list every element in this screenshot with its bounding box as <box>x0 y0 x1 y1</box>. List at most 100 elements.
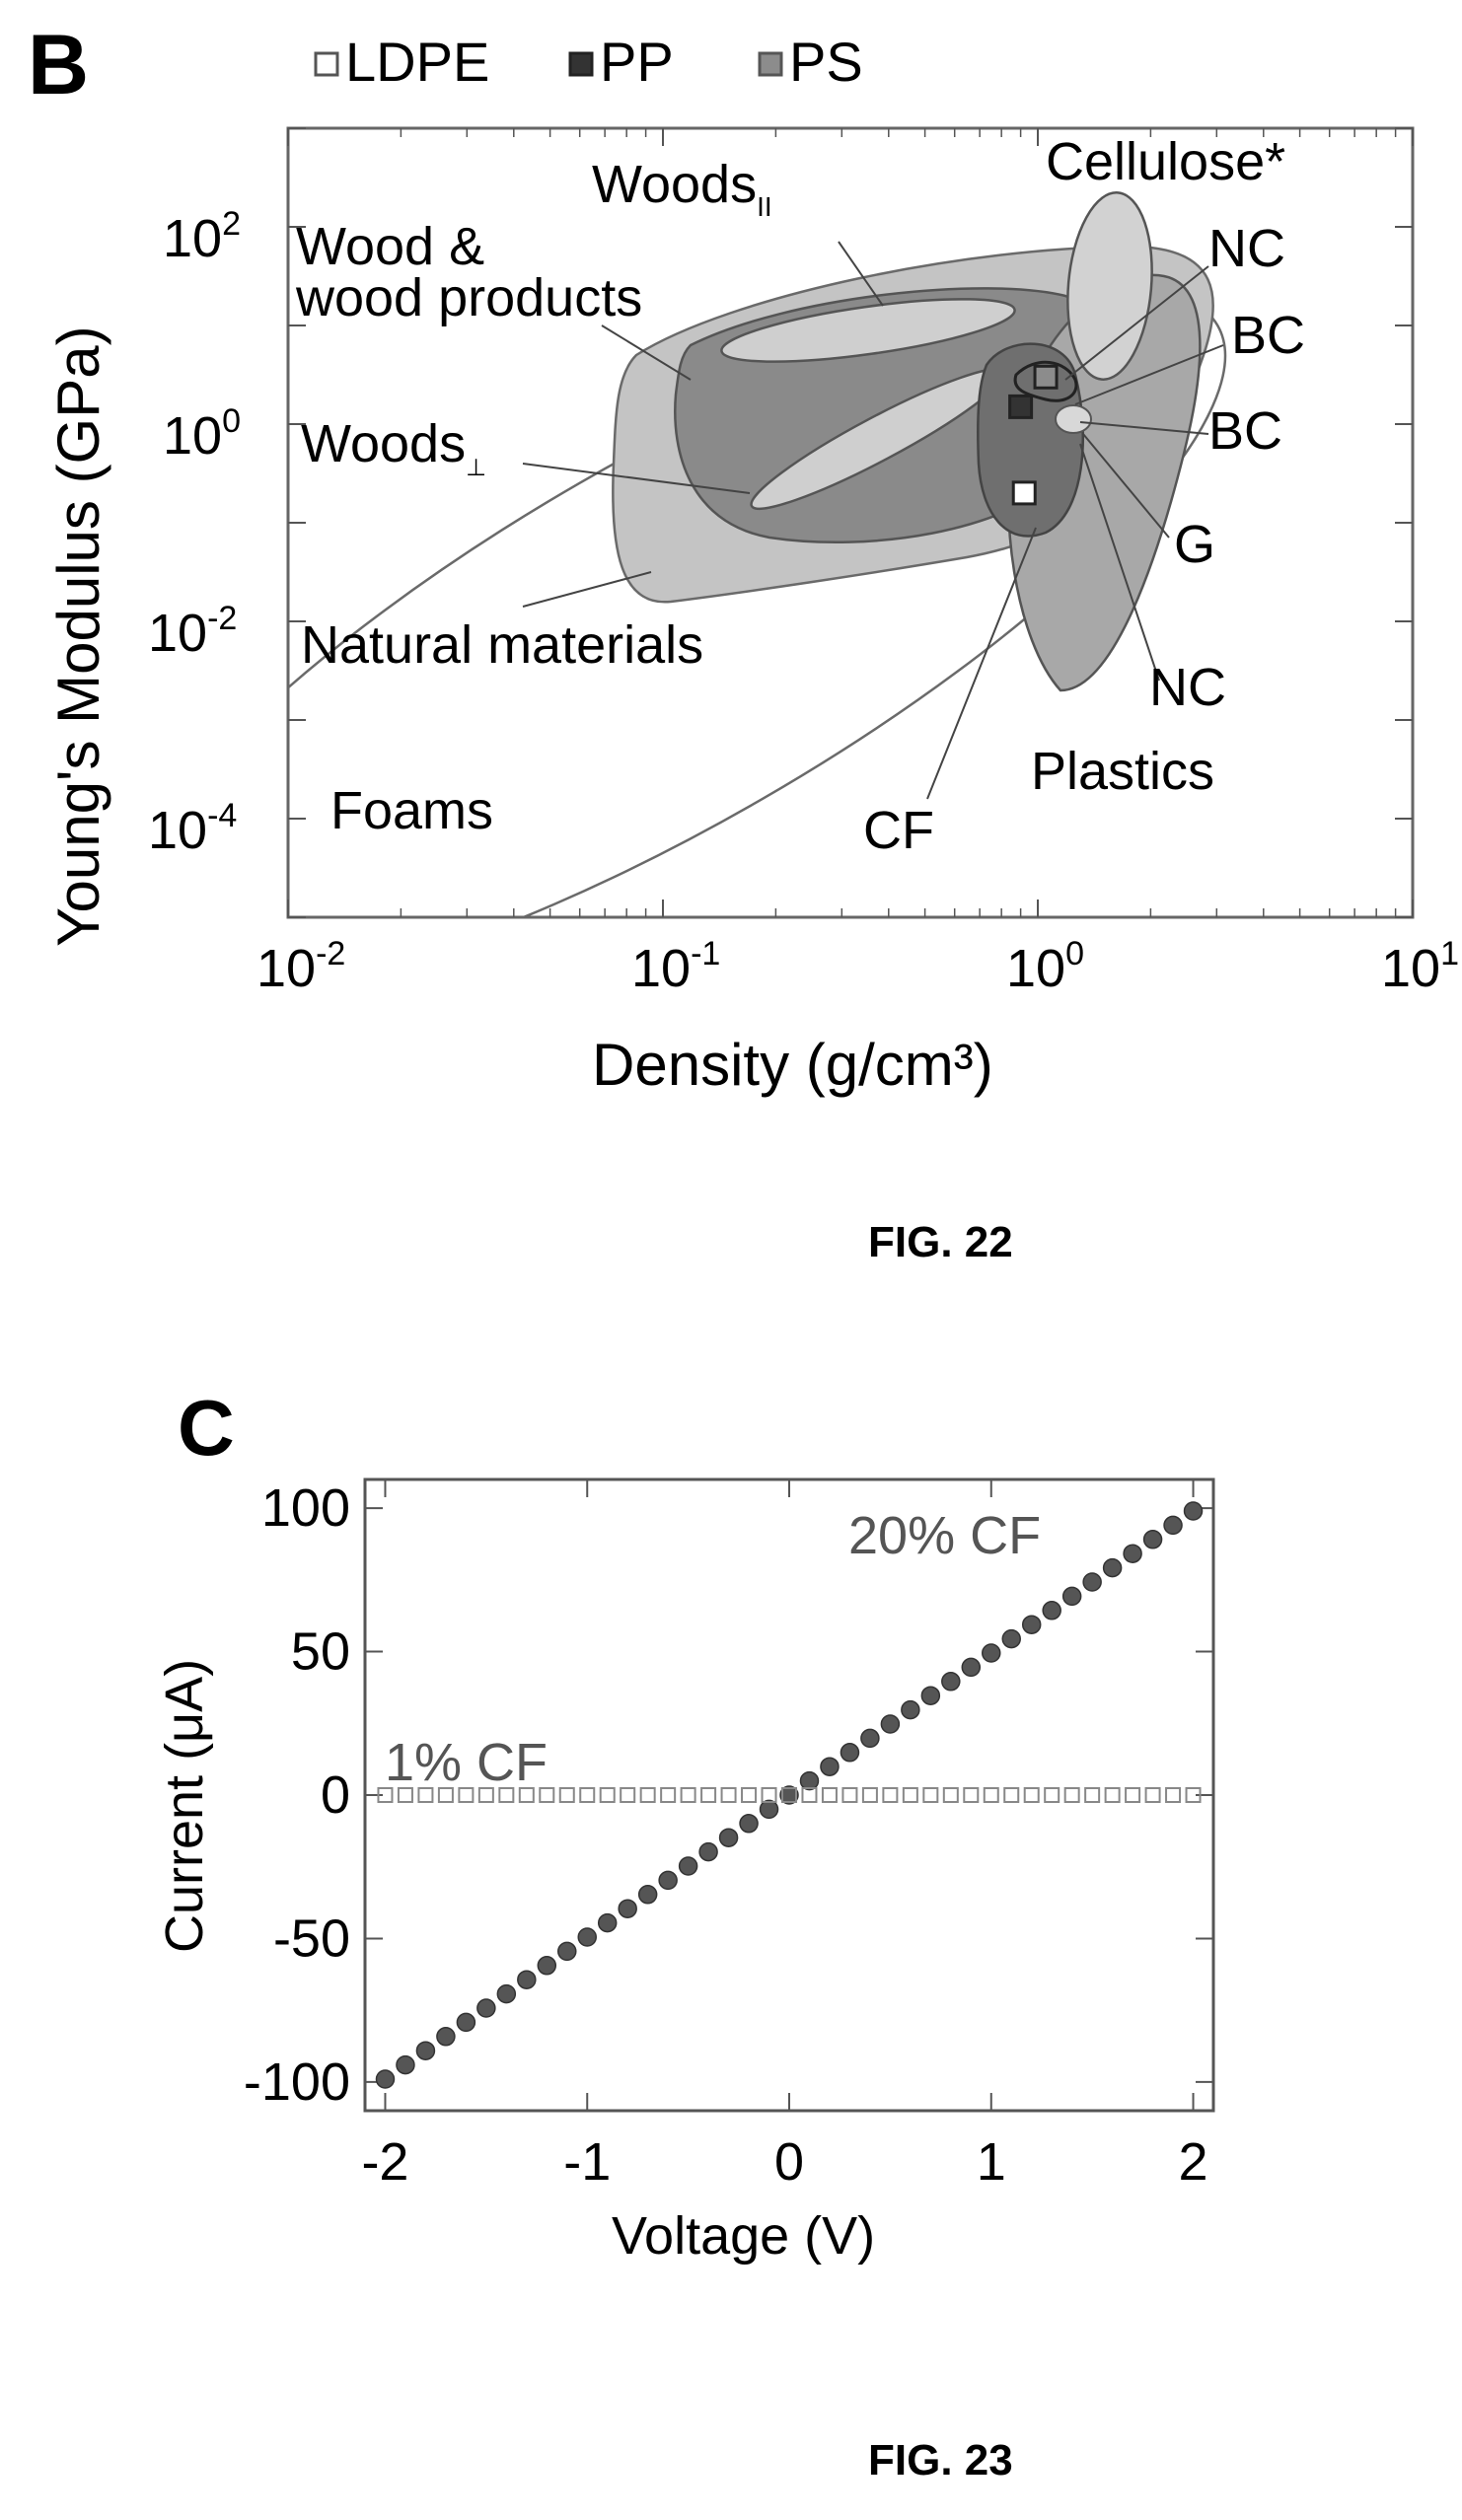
point-20pct-cf <box>820 1757 840 1776</box>
point-1pct-cf <box>781 1787 797 1803</box>
marker-ps <box>1033 364 1059 390</box>
point-1pct-cf <box>1003 1787 1020 1803</box>
point-20pct-cf <box>1123 1544 1142 1563</box>
point-1pct-cf <box>741 1787 758 1803</box>
point-1pct-cf <box>639 1787 656 1803</box>
point-1pct-cf <box>477 1787 494 1803</box>
x-axis-title-22: Density (g/cm³) <box>592 1032 993 1098</box>
point-20pct-cf <box>537 1956 557 1976</box>
point-20pct-cf <box>456 2012 476 2033</box>
label-nc-top: NC <box>1208 219 1285 278</box>
tick-marks-22 <box>287 127 1414 918</box>
x-tick-label-1e1: 101 <box>1381 935 1459 998</box>
point-1pct-cf <box>437 1787 454 1803</box>
region-cf <box>977 342 1084 538</box>
panel-letter-b: B <box>28 18 89 112</box>
point-1pct-cf <box>801 1787 818 1803</box>
point-1pct-cf <box>761 1787 777 1803</box>
marker-pp <box>1008 394 1034 419</box>
point-20pct-cf <box>1102 1557 1123 1578</box>
ashby-chart: B LDPE PP PS 10-4 <box>28 18 1459 1098</box>
legend-label-ps: PS <box>789 31 863 93</box>
point-1pct-cf <box>539 1787 555 1803</box>
iv-series <box>375 1501 1204 2089</box>
point-20pct-cf <box>396 2054 415 2075</box>
point-1pct-cf <box>1063 1787 1080 1803</box>
point-1pct-cf <box>458 1787 475 1803</box>
label-woods-perp: Woods⊥ <box>301 414 486 481</box>
x-axis-title-23: Voltage (V) <box>612 2206 875 2266</box>
point-1pct-cf <box>417 1787 434 1803</box>
point-1pct-cf <box>942 1787 959 1803</box>
legend-label-ldpe: LDPE <box>345 31 489 93</box>
point-20pct-cf <box>840 1743 860 1763</box>
y-tick-label-1e2: 102 <box>163 205 241 268</box>
y-tick-label-1e0: 100 <box>163 402 241 466</box>
point-1pct-cf <box>821 1787 838 1803</box>
point-1pct-cf <box>720 1787 737 1803</box>
point-20pct-cf <box>415 2041 436 2060</box>
point-1pct-cf <box>599 1787 616 1803</box>
point-20pct-cf <box>1042 1601 1061 1620</box>
label-foams: Foams <box>330 781 493 840</box>
point-20pct-cf <box>799 1770 820 1791</box>
figure-caption-22: FIG. 22 <box>868 1218 1013 1266</box>
series-label-20pct: 20% CF <box>848 1506 1041 1565</box>
point-20pct-cf <box>658 1870 678 1891</box>
material-markers <box>1008 364 1059 506</box>
point-1pct-cf <box>1044 1787 1060 1803</box>
figure-caption-23: FIG. 23 <box>868 2436 1013 2484</box>
label-bc-mid: BC <box>1208 401 1282 461</box>
point-1pct-cf <box>1023 1787 1040 1803</box>
tick-labels-23: -2 -1 0 1 2 -100 -50 0 50 100 <box>244 1478 1208 2192</box>
region-labels: WoodsII Wood & wood products Woods⊥ Natu… <box>295 132 1305 860</box>
point-20pct-cf <box>597 1912 618 1933</box>
point-20pct-cf <box>476 1998 496 2018</box>
point-20pct-cf <box>557 1941 577 1962</box>
point-1pct-cf <box>498 1787 515 1803</box>
y-tick-label: 0 <box>321 1765 350 1825</box>
x-tick-label: -1 <box>563 2132 611 2192</box>
y-tick-label: 50 <box>291 1622 350 1682</box>
point-1pct-cf <box>963 1787 980 1803</box>
material-regions <box>288 191 1227 917</box>
point-1pct-cf <box>620 1787 636 1803</box>
y-axis-title-22: Young's Modulus (GPa) <box>45 325 111 947</box>
point-20pct-cf <box>739 1814 759 1834</box>
x-tick-label-1e0: 100 <box>1006 935 1084 998</box>
x-tick-label: 2 <box>1179 2132 1208 2192</box>
point-20pct-cf <box>759 1799 779 1820</box>
point-1pct-cf <box>558 1787 575 1803</box>
point-20pct-cf <box>982 1643 1001 1663</box>
region-nc <box>1013 360 1078 402</box>
y-tick-label-1e-4: 10-4 <box>148 797 237 860</box>
point-20pct-cf <box>880 1714 901 1734</box>
tick-marks-23 <box>365 1479 1213 2111</box>
label-cf: CF <box>863 801 934 860</box>
point-20pct-cf <box>718 1828 739 1847</box>
point-1pct-cf <box>700 1787 717 1803</box>
point-20pct-cf <box>678 1856 698 1876</box>
point-1pct-cf <box>1084 1787 1101 1803</box>
y-tick-label: -50 <box>273 1908 350 1968</box>
point-1pct-cf <box>518 1787 535 1803</box>
point-20pct-cf <box>577 1927 597 1947</box>
y-tick-label: 100 <box>261 1478 350 1538</box>
legend-label-pp: PP <box>600 31 674 93</box>
label-woods-parallel: WoodsII <box>592 155 772 222</box>
point-20pct-cf <box>637 1885 658 1905</box>
point-1pct-cf <box>983 1787 999 1803</box>
x-tick-label: -2 <box>361 2132 408 2192</box>
point-1pct-cf <box>1144 1787 1161 1803</box>
legend: LDPE PP PS <box>314 31 863 93</box>
point-20pct-cf <box>1001 1628 1021 1649</box>
marker-ldpe <box>1011 480 1037 506</box>
x-tick-label: 1 <box>977 2132 1006 2192</box>
y-axis-title-23: Current (μA) <box>155 1659 214 1953</box>
label-natural-materials: Natural materials <box>301 615 703 675</box>
point-1pct-cf <box>1104 1787 1121 1803</box>
point-20pct-cf <box>1183 1501 1204 1521</box>
x-tick-label-1e-1: 10-1 <box>631 935 720 998</box>
point-20pct-cf <box>941 1672 961 1692</box>
point-20pct-cf <box>779 1785 799 1805</box>
